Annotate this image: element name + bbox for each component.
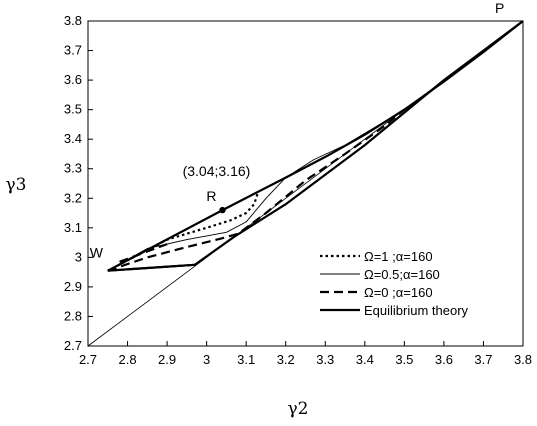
y-tick-label: 3.5: [64, 102, 82, 117]
x-tick-label: 2.9: [158, 352, 176, 367]
x-tick-label: 3.7: [474, 352, 492, 367]
marks: R (3.04;3.16) W P: [90, 0, 505, 261]
x-tick-label: 3.3: [316, 352, 334, 367]
x-tick-label: 2.8: [119, 352, 137, 367]
y-tick-label: 2.9: [64, 279, 82, 294]
annotation-label: W: [90, 245, 104, 261]
annotation-label: P: [495, 0, 504, 16]
series-line-2-extra: [119, 243, 168, 263]
x-tick-label: 3.1: [237, 352, 255, 367]
y-tick-label: 3.4: [64, 131, 82, 146]
point-coordinate-label: (3.04;3.16): [183, 163, 251, 179]
y-axis-label: γ3: [6, 175, 27, 195]
series-lines: [87, 20, 524, 347]
series-line-3-upper: [107, 20, 524, 272]
x-axis-label: γ2: [288, 399, 309, 419]
x-tick-label: 2.7: [79, 352, 97, 367]
ticks: 2.7 2.8 2.9 3 3.1 3.2 3.3 3.4 3.5 3.6 3.7 3.8 2.7 2.8…: [64, 13, 532, 367]
x-tick-label: 3.5: [395, 352, 413, 367]
legend-entry: Ω=0 ;α=160: [364, 285, 433, 300]
series-line-2: [107, 108, 406, 272]
y-tick-label: 2.7: [64, 338, 82, 353]
series-line-3-base: [107, 263, 195, 272]
y-tick-label: 3.6: [64, 72, 82, 87]
y-tick-label: 3.2: [64, 190, 82, 205]
y-tick-label: 3.7: [64, 43, 82, 58]
y-tick-label: 3.1: [64, 220, 82, 235]
series-line-3: [107, 20, 524, 272]
y-tick-label: 3: [75, 249, 82, 264]
plot-frame: [87, 20, 524, 347]
y-tick-label: 3.8: [64, 13, 82, 28]
point-marker: [219, 206, 226, 214]
x-tick-label: 3: [203, 352, 210, 367]
legend-entry: Equilibrium theory: [364, 303, 469, 318]
y-tick-label: 3.3: [64, 161, 82, 176]
x-tick-label: 3.4: [356, 352, 374, 367]
legend-entry: Ω=1 ;α=160: [364, 249, 433, 264]
x-tick-label: 3.6: [435, 352, 453, 367]
y-tick-label: 2.8: [64, 308, 82, 323]
x-tick-label: 3.2: [277, 352, 295, 367]
x-tick-label: 3.8: [514, 352, 532, 367]
legend: Ω=1 ;α=160 Ω=0.5;α=160 Ω=0 ;α=160 Equilibri…: [320, 249, 469, 318]
legend-entry: Ω=0.5;α=160: [364, 267, 440, 282]
point-label: R: [206, 188, 216, 204]
